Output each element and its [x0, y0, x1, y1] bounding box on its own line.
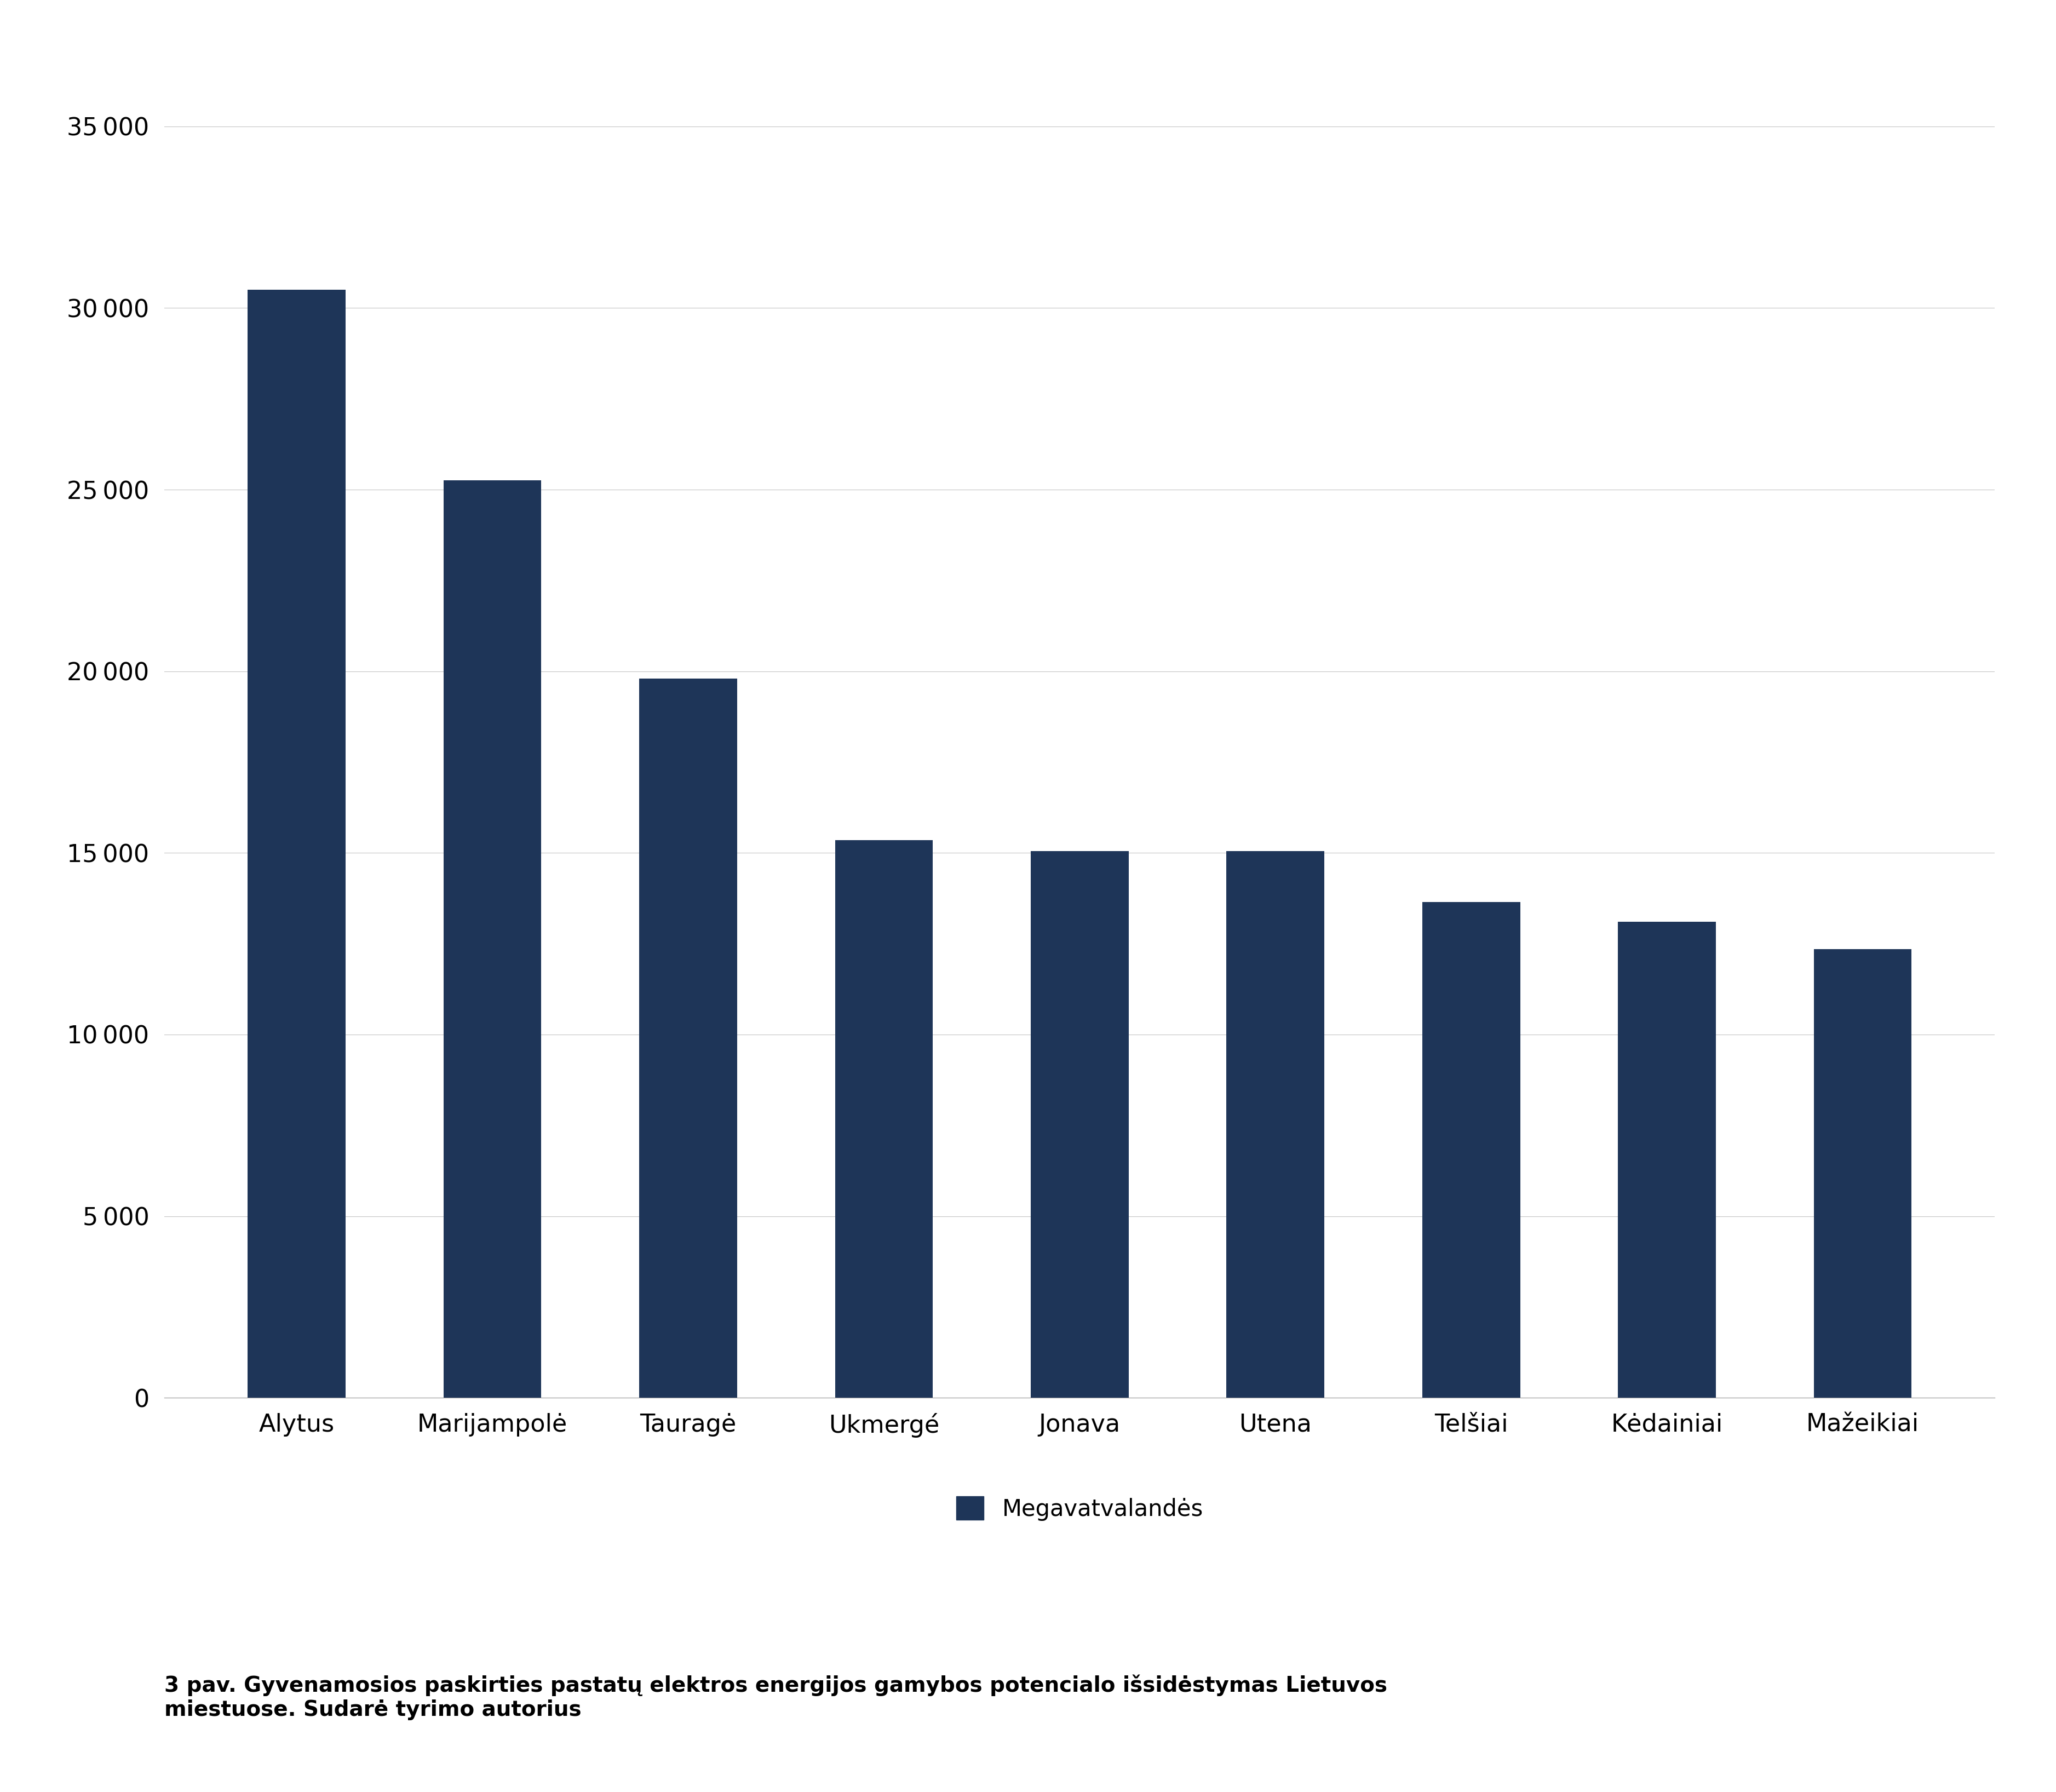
Legend: Megavatvalandės: Megavatvalandės [956, 1496, 1203, 1521]
Bar [639, 679, 736, 1398]
Bar [1423, 901, 1519, 1398]
Bar [1030, 851, 1129, 1398]
Bar [835, 840, 933, 1398]
Bar [444, 480, 541, 1398]
Bar [1618, 921, 1715, 1398]
Text: 3 pav. Gyvenamosios paskirties pastatų elektros energijos gamybos potencialo išs: 3 pav. Gyvenamosios paskirties pastatų e… [164, 1674, 1388, 1720]
Bar [1225, 851, 1324, 1398]
Bar [1813, 950, 1912, 1398]
Bar [247, 290, 345, 1398]
